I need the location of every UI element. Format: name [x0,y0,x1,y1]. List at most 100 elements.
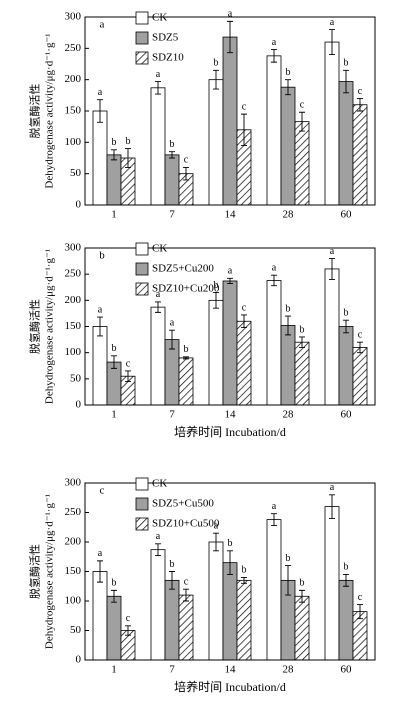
bar [208,299,224,406]
significance-letter: c [242,302,247,313]
y-axis-label: Dehydrogenase activity/μg·d⁻¹·g⁻¹ [44,249,56,404]
significance-letter: c [358,329,363,340]
legend-label: CK [152,243,167,255]
bar [150,306,166,406]
significance-letter: b [184,344,189,355]
error-bar [357,98,363,112]
error-bar [343,574,349,587]
error-bar [97,99,103,123]
significance-letter: b [170,559,175,570]
error-bar [169,571,175,590]
legend-swatch [135,11,149,25]
error-bar [357,341,363,354]
bar [92,110,108,206]
y-tick-label: 0 [76,654,82,666]
significance-letter: a [98,304,103,315]
y-tick-label: 150 [65,565,82,577]
error-bar [183,356,189,360]
bar [352,347,368,406]
error-bar [343,69,349,94]
bar [266,519,282,661]
bar [164,154,180,206]
error-bar [241,113,247,146]
error-bar [271,513,277,526]
error-bar [183,166,189,181]
significance-letter: a [156,69,161,80]
plot-frame [84,482,376,661]
significance-letter: c [184,155,189,166]
significance-letter: b [112,578,117,589]
x-tick-label: 28 [283,664,295,676]
x-tick-label: 14 [225,209,237,221]
significance-letter: b [286,553,291,564]
error-bar [241,576,247,584]
error-bar [357,604,363,620]
y-tick-label: 300 [65,242,82,254]
y-tick-label: 250 [65,268,82,280]
error-bar [299,111,305,132]
significance-letter: c [126,613,131,624]
significance-letter: b [344,308,349,319]
bar [106,595,122,661]
error-bar [213,69,219,90]
error-bar [271,274,277,287]
legend-swatch [135,242,149,256]
bar [294,595,310,661]
significance-letter: b [300,324,305,335]
error-bar [329,258,335,280]
panel-label: a [100,19,105,31]
x-tick-label: 1 [111,209,117,221]
bar [106,154,122,206]
plot-frame [84,247,376,406]
error-bar [241,314,247,328]
error-bar [97,316,103,337]
significance-letter: a [156,289,161,300]
error-bar [169,329,175,350]
x-tick-label: 28 [283,209,295,221]
bar [266,280,282,406]
y-axis-label: 脱氢酶活性 [28,299,42,354]
significance-letter: b [214,58,219,69]
legend-swatch [135,517,149,531]
x-tick-label: 14 [225,664,237,676]
error-bar [343,319,349,334]
y-tick-label: 50 [70,624,82,636]
y-axis-label: 脱氢酶活性 [28,544,42,599]
significance-letter: a [98,87,103,98]
bar [294,341,310,406]
error-bar [227,277,233,285]
significance-letter: a [214,520,219,531]
bar [324,41,340,206]
bar [324,506,340,661]
significance-letter: c [358,592,363,603]
y-tick-label: 200 [65,536,82,548]
legend-label: SDZ5 [152,32,179,44]
significance-letter: b [300,578,305,589]
y-axis-label: Dehydrogenase activity/μg·d⁻¹·g⁻¹ [44,494,56,649]
significance-letter: b [242,565,247,576]
bar [208,541,224,661]
x-axis-label: 培养时间 Incubation/d [174,424,286,439]
bar [294,121,310,206]
significance-letter: a [228,9,233,20]
y-tick-label: 50 [70,372,82,384]
significance-letter: a [272,263,277,274]
significance-letter: b [112,137,117,148]
error-bar [329,29,335,56]
significance-letter: a [228,266,233,277]
significance-letter: c [358,86,363,97]
error-bar [227,550,233,575]
bar [338,579,354,661]
y-tick-label: 250 [65,42,82,54]
error-bar [169,151,175,159]
bar [208,79,224,206]
significance-letter: a [156,531,161,542]
bar [222,280,238,406]
x-tick-label: 60 [341,664,353,676]
legend-swatch [135,497,149,511]
y-tick-label: 100 [65,136,82,148]
legend-label: SDZ5+Cu500 [152,498,214,510]
bar [324,268,340,406]
bar [236,320,252,406]
